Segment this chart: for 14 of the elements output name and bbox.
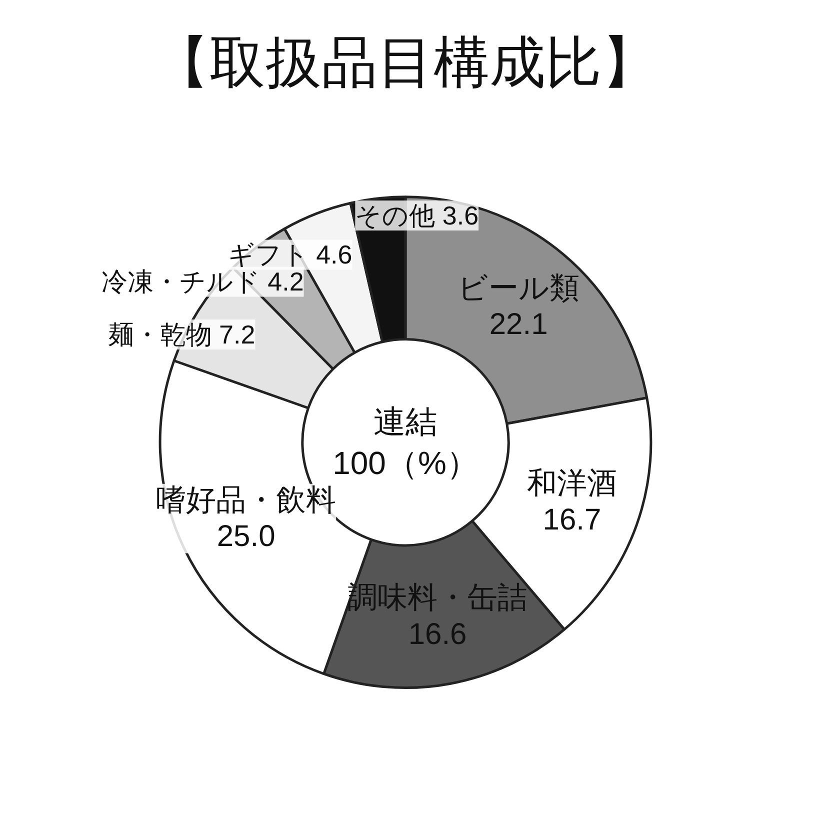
- slice-label: ビール類: [458, 272, 580, 305]
- data-label: 16.6: [408, 618, 467, 651]
- chart-title: 【取扱品目構成比】: [154, 30, 658, 94]
- data-label: 25.0: [216, 520, 276, 554]
- slice-label: 嗜好品・飲料: [156, 484, 336, 517]
- data-label: 22.1: [489, 308, 548, 342]
- data-label: 16.7: [542, 503, 602, 536]
- slice-label: ギフト 4.6: [228, 240, 352, 270]
- slice-label: その他 3.6: [355, 200, 479, 231]
- slice-label: 冷凍・チルド 4.2: [101, 266, 304, 297]
- slice-label: 麺・乾物 7.2: [108, 319, 256, 350]
- slice-label: 和洋酒: [526, 467, 617, 500]
- slice-label: 調味料・缶詰: [348, 581, 528, 614]
- text: 連結 100（%）: [332, 404, 478, 482]
